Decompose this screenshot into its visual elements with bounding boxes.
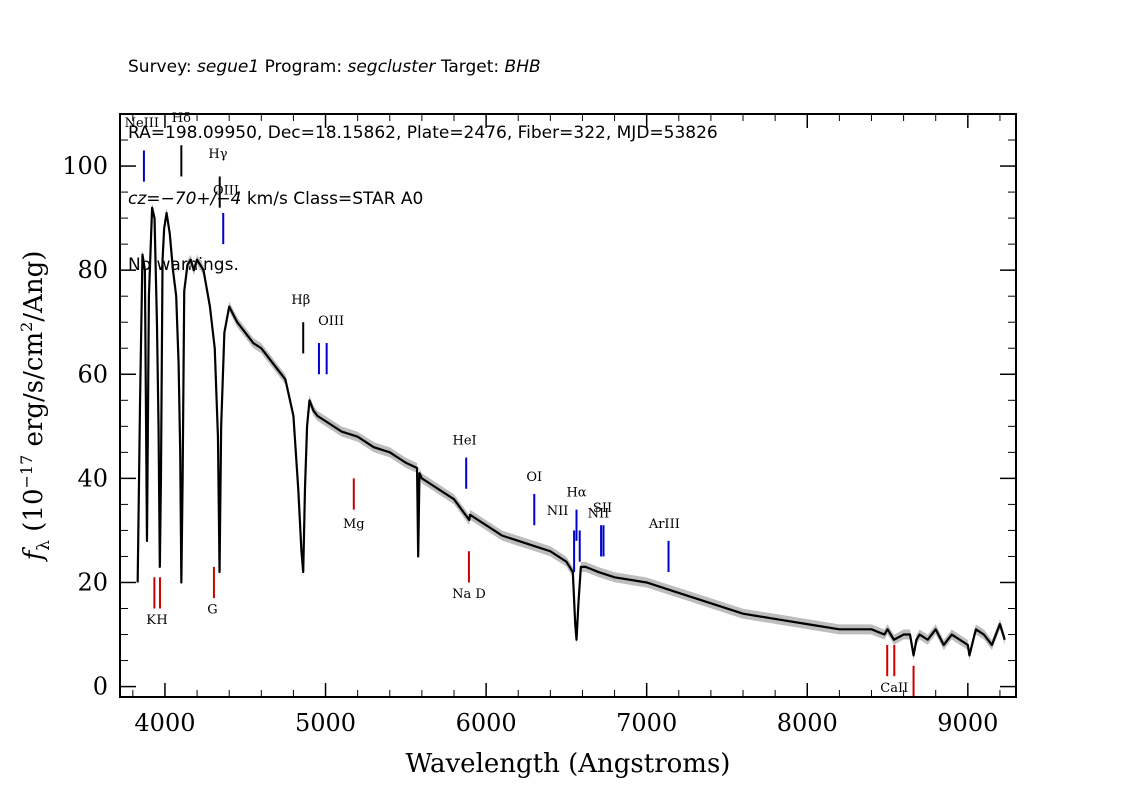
- header-line-redshift: cz=−70+/−4 km/s Class=STAR A0: [128, 188, 718, 210]
- header-line-survey: Survey: segue1 Program: segcluster Targe…: [128, 56, 718, 78]
- plot-frame: [119, 113, 1017, 698]
- line-label-h: H: [156, 613, 167, 628]
- y-axis-title-close: /Ang): [19, 251, 49, 322]
- y-tick-label: 0: [93, 673, 108, 701]
- line-label-h-: Hγ: [208, 147, 227, 162]
- line-label-oi: OI: [526, 470, 542, 485]
- series-layer: [136, 206, 1006, 657]
- x-tick-label: 7000: [616, 709, 677, 737]
- line-label-oiii: OIII: [213, 184, 239, 199]
- cz-label: cz: [128, 189, 147, 209]
- y-tick-label: 40: [77, 464, 108, 492]
- target-value: BHB: [504, 57, 541, 77]
- y-tick-label: 20: [77, 568, 108, 596]
- x-tick-label: 6000: [456, 709, 517, 737]
- line-label-oiii: OIII: [318, 314, 344, 329]
- y-axis-title-sub: λ: [34, 540, 54, 551]
- header-line-coordinates: RA=198.09950, Dec=18.15862, Plate=2476, …: [128, 123, 718, 143]
- class-text: km/s Class=STAR A0: [241, 189, 424, 209]
- target-label: Target:: [440, 57, 500, 77]
- line-label-neiii: NeIII: [125, 116, 159, 131]
- program-value: segcluster: [347, 57, 436, 77]
- tick-layer: 4000 5000 6000 7000 8000 9000 0 20 40 60 80 100: [62, 114, 1016, 737]
- line-label-na-d: Na D: [452, 587, 486, 602]
- x-tick-label: 4000: [134, 709, 195, 737]
- line-label-caii: CaII: [880, 681, 908, 696]
- x-tick-label: 9000: [937, 709, 998, 737]
- x-tick-label: 5000: [295, 709, 356, 737]
- flux-series-line: [136, 206, 1006, 657]
- y-tick-label: 60: [77, 360, 108, 388]
- error-band-layer: [137, 202, 1005, 661]
- line-label-k: K: [146, 613, 156, 628]
- line-label-ariii: ArIII: [648, 517, 680, 532]
- survey-value: segue1: [197, 57, 260, 77]
- line-label-h-: Hα: [566, 486, 586, 501]
- y-axis-title-exp2: 2: [17, 322, 36, 332]
- y-tick-label: 100: [62, 152, 108, 180]
- cz-value: =−70+/−4: [146, 189, 242, 209]
- program-label: Program:: [264, 57, 343, 77]
- line-label-hei: HeI: [453, 434, 477, 449]
- y-axis-title: fλ (10−17 erg/s/cm2/Ang): [17, 251, 54, 563]
- x-axis-title: Wavelength (Angstroms): [406, 749, 731, 779]
- line-label-nii: NII: [547, 504, 569, 519]
- spectrum-header: Survey: segue1 Program: segcluster Targe…: [128, 12, 718, 298]
- flux-error-band: [137, 202, 1005, 661]
- y-axis-title-exp: −17: [17, 455, 36, 489]
- x-tick-label: 8000: [777, 709, 838, 737]
- line-label-g: G: [207, 603, 217, 618]
- y-axis-title-open: (10: [19, 488, 49, 540]
- line-label-mg: Mg: [343, 517, 365, 532]
- line-marker-layer: NeIII HδHγOIIIHβOIIIHeIOINIIHαNIISIIArIII…: [125, 111, 915, 697]
- line-label-nii: NII: [588, 506, 610, 521]
- line-label-sii: SII: [593, 501, 612, 516]
- line-label-h-: Hβ: [291, 293, 310, 308]
- y-tick-label: 80: [77, 256, 108, 284]
- survey-label: Survey:: [128, 57, 192, 77]
- y-axis-title-mid: erg/s/cm: [19, 332, 49, 455]
